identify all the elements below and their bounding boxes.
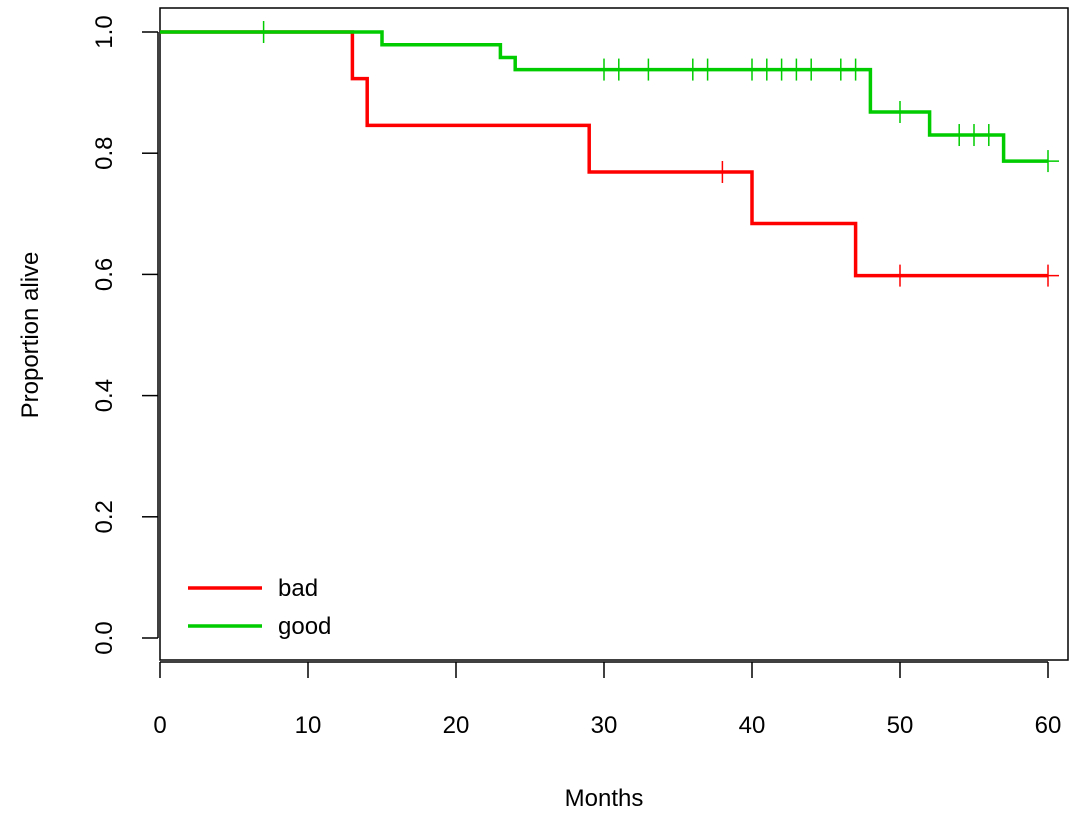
- plot-area: [159, 7, 1069, 661]
- legend-label-bad: bad: [278, 575, 318, 602]
- x-tick-label-0: 0: [153, 712, 166, 739]
- y-axis-title: Proportion alive: [17, 252, 44, 419]
- y-tick-label-2: 0.4: [91, 379, 118, 412]
- x-tick-label-4: 40: [739, 712, 766, 739]
- legend-label-good: good: [278, 613, 331, 640]
- x-tick-label-1: 10: [295, 712, 322, 739]
- legend: bad good: [188, 575, 331, 640]
- y-tick-label-4: 0.8: [91, 137, 118, 170]
- y-tick-label-1: 0.2: [91, 500, 118, 533]
- y-tick-label-5: 1.0: [91, 15, 118, 48]
- series-bad-line: [160, 30, 1048, 278]
- x-tick-label-3: 30: [591, 712, 618, 739]
- x-axis-title: Months: [565, 785, 644, 812]
- x-tick-label-5: 50: [887, 712, 914, 739]
- y-tick-label-0: 0.0: [91, 621, 118, 654]
- series-good-line: [160, 30, 1048, 163]
- series-layer: [160, 21, 1059, 287]
- x-axis: 0 10 20 30 40 50 60: [153, 661, 1062, 739]
- y-tick-label-3: 0.6: [91, 258, 118, 291]
- plot-frame: [159, 7, 1069, 661]
- x-tick-label-6: 60: [1035, 712, 1062, 739]
- y-axis: 0.0 0.2 0.4 0.6 0.8 1.0: [91, 15, 159, 655]
- x-tick-label-2: 20: [443, 712, 470, 739]
